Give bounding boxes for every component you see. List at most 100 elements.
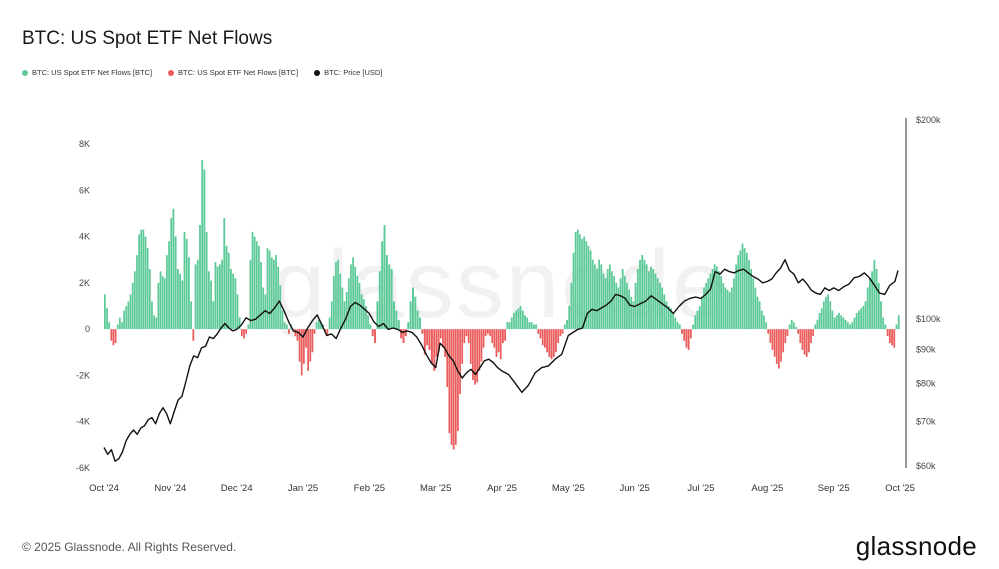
inflow-bar xyxy=(676,322,679,330)
inflow-bar xyxy=(630,296,633,330)
outflow-bar xyxy=(497,329,500,353)
outflow-bar xyxy=(544,329,546,348)
right-tick-label: $60k xyxy=(916,461,936,471)
inflow-bar xyxy=(350,264,352,330)
right-tick-label: $80k xyxy=(916,378,936,388)
inflow-bar xyxy=(735,264,737,330)
outflow-bar xyxy=(472,329,474,381)
inflow-bar xyxy=(253,236,256,330)
inflow-bar xyxy=(587,245,590,330)
inflow-bar xyxy=(337,259,339,330)
inflow-bar xyxy=(258,245,260,330)
outflow-bar xyxy=(552,329,555,357)
x-tick-label: May '25 xyxy=(552,483,585,494)
outflow-bar xyxy=(402,329,405,344)
inflow-bar xyxy=(882,317,885,330)
inflow-bar xyxy=(604,278,607,330)
inflow-bar xyxy=(236,294,239,330)
inflow-bar xyxy=(869,278,871,330)
outflow-bar xyxy=(326,329,329,337)
outflow-bar xyxy=(482,329,485,348)
chart-title: BTC: US Spot ETF Net Flows xyxy=(22,28,273,49)
outflow-bar xyxy=(539,329,542,339)
outflow-bar xyxy=(303,329,305,364)
inflow-bar xyxy=(628,289,630,330)
inflow-bar xyxy=(877,282,880,330)
inflow-bar xyxy=(232,273,235,330)
inflow-bar xyxy=(871,271,874,330)
outflow-bar xyxy=(305,329,307,348)
inflow-bar xyxy=(816,319,819,330)
inflow-bar xyxy=(829,301,832,330)
inflow-bar xyxy=(788,324,791,330)
outflow-bar xyxy=(782,329,785,353)
inflow-bar xyxy=(390,268,393,330)
inflow-bar xyxy=(833,317,836,330)
inflow-bar xyxy=(583,236,586,330)
left-tick-label: 4K xyxy=(79,232,90,242)
outflow-bar xyxy=(555,329,557,353)
inflow-bar xyxy=(148,268,151,330)
inflow-bar xyxy=(315,322,318,330)
inflow-bar xyxy=(737,255,740,330)
inflow-bar xyxy=(724,287,727,330)
inflow-bar xyxy=(840,315,843,330)
legend-item-inflow[interactable]: BTC: US Spot ETF Net Flows [BTC] xyxy=(22,68,152,77)
inflow-bar xyxy=(875,268,878,330)
inflow-bar xyxy=(897,315,900,330)
inflow-bar xyxy=(528,322,531,330)
inflow-bar xyxy=(277,266,280,330)
outflow-bar xyxy=(685,329,688,348)
inflow-bar xyxy=(844,319,847,330)
inflow-bar xyxy=(411,287,414,330)
inflow-bar xyxy=(853,317,856,330)
legend-label-inflow: BTC: US Spot ETF Net Flows [BTC] xyxy=(32,68,153,77)
inflow-bar xyxy=(190,301,193,330)
inflow-bar xyxy=(707,278,710,330)
outflow-bar xyxy=(499,329,502,360)
legend-item-outflow[interactable]: BTC: US Spot ETF Net Flows [BTC] xyxy=(168,68,298,77)
inflow-bar xyxy=(275,255,277,330)
inflow-bar xyxy=(862,306,865,330)
outflow-bar xyxy=(448,329,451,434)
inflow-bar xyxy=(108,322,111,330)
price-line-group xyxy=(103,259,899,462)
inflow-bar xyxy=(345,292,348,330)
inflow-bar xyxy=(589,250,592,330)
inflow-bar xyxy=(125,306,128,330)
inflow-bar xyxy=(247,324,250,330)
outflow-bar xyxy=(437,329,440,353)
inflow-bar xyxy=(535,324,537,330)
x-tick-label: Dec '24 xyxy=(221,483,253,494)
outflow-bar xyxy=(812,329,815,337)
inflow-bar xyxy=(857,310,860,330)
inflow-bar xyxy=(608,264,611,330)
inflow-bar xyxy=(645,264,648,330)
inflow-bar xyxy=(214,262,217,330)
inflow-bar xyxy=(574,231,577,330)
inflow-bar xyxy=(851,322,854,330)
inflow-bar xyxy=(251,231,254,330)
inflow-bar xyxy=(563,324,566,330)
outflow-bar xyxy=(243,329,245,339)
inflow-bar xyxy=(234,278,237,330)
inflow-bar xyxy=(703,287,705,330)
outflow-bar xyxy=(495,329,498,357)
inflow-bar xyxy=(283,322,286,330)
inflow-bar xyxy=(884,324,887,330)
outflow-bar xyxy=(452,329,455,450)
outflow-bar xyxy=(428,329,431,350)
inflow-bar xyxy=(663,294,666,330)
inflow-bar xyxy=(397,319,400,330)
outflow-bar xyxy=(487,329,489,334)
outflow-bar xyxy=(457,329,459,431)
inflow-bar xyxy=(262,287,265,330)
right-tick-label: $200k xyxy=(916,115,941,125)
outflow-bar xyxy=(489,329,491,337)
glassnode-logo[interactable]: glassnode xyxy=(855,531,977,561)
inflow-bar xyxy=(183,231,186,330)
inflow-bar xyxy=(643,259,646,330)
outflow-bar xyxy=(799,329,802,344)
inflow-bar xyxy=(880,301,882,330)
legend-item-price[interactable]: BTC: Price [USD] xyxy=(314,68,382,77)
